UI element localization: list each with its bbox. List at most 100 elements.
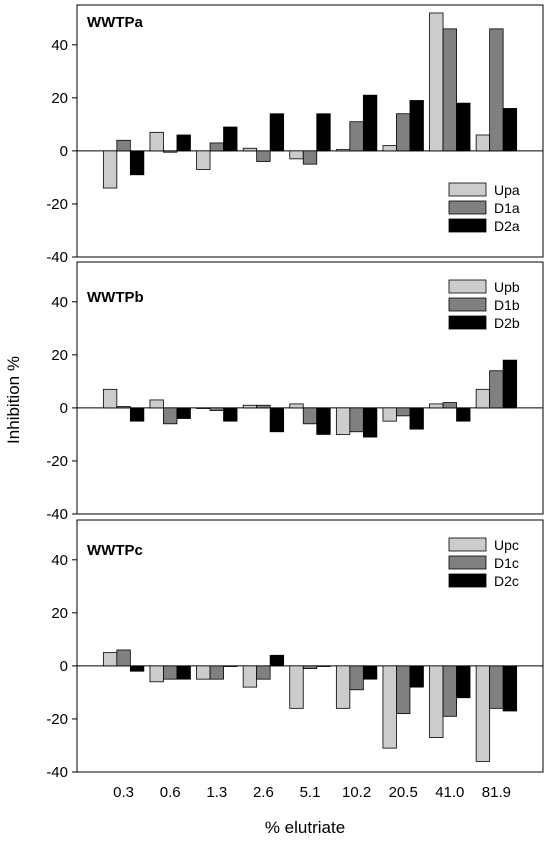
x-tick-label: 81.9 bbox=[482, 784, 511, 801]
legend-swatch-d2c bbox=[448, 573, 487, 588]
bar-d1c-2.6 bbox=[256, 665, 271, 680]
y-tick-label: 0 bbox=[60, 658, 68, 675]
bar-upc-10.2 bbox=[335, 665, 351, 709]
y-tick-label: -40 bbox=[46, 506, 68, 523]
bar-d2b-0.3 bbox=[129, 407, 145, 422]
x-tick-label: 5.1 bbox=[300, 784, 321, 801]
panel-title: WWTPb bbox=[87, 289, 144, 306]
bar-d2c-2.6 bbox=[269, 654, 285, 667]
legend-label-d1a: D1a bbox=[494, 200, 520, 216]
bar-d2c-1.3 bbox=[223, 665, 238, 667]
bar-upb-0.6 bbox=[149, 399, 164, 409]
bar-d2a-0.6 bbox=[176, 134, 191, 152]
bar-d1a-81.9 bbox=[489, 28, 504, 152]
legend-label-d1b: D1b bbox=[494, 297, 520, 313]
bar-d1b-81.9 bbox=[489, 370, 504, 409]
x-tick-label: 0.6 bbox=[160, 784, 181, 801]
bar-upc-81.9 bbox=[475, 665, 491, 762]
panels: -40 -20 0 20 40 WWTPa Upa D1a D2a -40 -20 0 20 40 WWTP… bbox=[46, 4, 544, 801]
bar-d2b-20.5 bbox=[409, 407, 424, 430]
legend-label-d1c: D1c bbox=[494, 555, 519, 571]
bar-d1b-20.5 bbox=[396, 407, 411, 417]
bar-upb-0.3 bbox=[102, 388, 118, 409]
panel-frame bbox=[76, 261, 544, 515]
bar-d2c-5.1 bbox=[316, 665, 331, 667]
bar-d2c-41.0 bbox=[456, 665, 471, 699]
bar-d1a-41.0 bbox=[442, 28, 457, 152]
legend-label-upc: Upc bbox=[494, 537, 519, 553]
bar-upc-1.3 bbox=[196, 665, 211, 680]
bar-upc-0.3 bbox=[102, 652, 118, 667]
bar-upa-0.3 bbox=[102, 150, 118, 189]
bar-d1a-20.5 bbox=[396, 113, 411, 152]
bar-upa-41.0 bbox=[429, 12, 444, 152]
bar-d2b-0.6 bbox=[176, 407, 191, 419]
bar-upa-0.6 bbox=[149, 131, 164, 152]
bar-upa-2.6 bbox=[242, 147, 258, 152]
legend-swatch-d1c bbox=[448, 555, 487, 570]
y-tick-label: 40 bbox=[51, 552, 68, 569]
x-tick-label: 1.3 bbox=[206, 784, 227, 801]
panel-wwtpa: -40 -20 0 20 40 WWTPa Upa D1a D2a bbox=[46, 4, 544, 266]
bar-d2a-20.5 bbox=[409, 100, 424, 152]
bar-d2b-5.1 bbox=[316, 407, 331, 435]
y-axis-title: Inhibition % bbox=[4, 356, 23, 444]
bar-upa-5.1 bbox=[289, 150, 304, 160]
y-tick-label: -40 bbox=[46, 249, 68, 266]
bar-upb-81.9 bbox=[475, 388, 491, 409]
bar-d1b-1.3 bbox=[209, 407, 224, 411]
bar-d2b-81.9 bbox=[502, 359, 518, 409]
legend-label-upb: Upb bbox=[494, 279, 520, 295]
bar-d1c-10.2 bbox=[349, 665, 364, 691]
bar-upb-2.6 bbox=[242, 404, 258, 409]
bar-d1c-0.6 bbox=[163, 665, 178, 680]
bar-upb-1.3 bbox=[196, 407, 211, 409]
y-tick-label: 40 bbox=[51, 294, 68, 311]
bar-upb-10.2 bbox=[335, 407, 351, 435]
bar-d1c-1.3 bbox=[209, 665, 224, 680]
bar-d1b-0.3 bbox=[116, 406, 131, 409]
legend-swatch-d2a bbox=[448, 218, 487, 233]
y-tick-label: -20 bbox=[46, 196, 68, 213]
bar-upa-10.2 bbox=[335, 149, 351, 152]
panel-frame bbox=[76, 4, 544, 258]
bar-d2b-2.6 bbox=[269, 407, 285, 433]
bar-d2a-10.2 bbox=[362, 94, 378, 152]
bar-d2a-41.0 bbox=[456, 102, 471, 152]
bar-upb-20.5 bbox=[382, 407, 397, 422]
bar-d2a-81.9 bbox=[502, 108, 518, 152]
bar-d1c-41.0 bbox=[442, 665, 457, 717]
x-tick-label: 2.6 bbox=[253, 784, 274, 801]
bar-upa-1.3 bbox=[196, 150, 211, 170]
bar-d2c-10.2 bbox=[362, 665, 378, 680]
bar-d1a-0.3 bbox=[116, 139, 131, 152]
bar-d2c-0.6 bbox=[176, 665, 191, 680]
y-tick-label: -20 bbox=[46, 711, 68, 728]
panel-title: WWTPc bbox=[87, 542, 143, 559]
y-tick-label: 20 bbox=[51, 347, 68, 364]
x-axis-title: % elutriate bbox=[265, 818, 345, 837]
panel-frame bbox=[76, 519, 544, 773]
y-tick-label: -20 bbox=[46, 453, 68, 470]
bar-d1b-10.2 bbox=[349, 407, 364, 433]
bar-d1a-0.6 bbox=[163, 150, 178, 153]
bar-d1b-41.0 bbox=[442, 402, 457, 409]
x-tick-label: 20.5 bbox=[389, 784, 418, 801]
panel-wwtpc: -40 -20 0 20 40 WWTPc Upc D1c D2c 0.3 0.6 1.3 2.6 5.1… bbox=[46, 519, 544, 801]
legend-swatch-upb bbox=[448, 279, 487, 294]
bar-d1a-10.2 bbox=[349, 121, 364, 152]
bar-d2b-1.3 bbox=[223, 407, 238, 422]
bar-d2c-20.5 bbox=[409, 665, 424, 688]
y-tick-label: -40 bbox=[46, 764, 68, 781]
y-tick-label: 40 bbox=[51, 37, 68, 54]
bar-upb-41.0 bbox=[429, 403, 444, 409]
legend-label-d2a: D2a bbox=[494, 218, 520, 234]
bar-upc-20.5 bbox=[382, 665, 397, 749]
legend-swatch-d1b bbox=[448, 297, 487, 312]
bar-upc-41.0 bbox=[429, 665, 444, 738]
bar-d1a-5.1 bbox=[302, 150, 318, 165]
bar-d2c-0.3 bbox=[129, 665, 145, 672]
bar-upb-5.1 bbox=[289, 403, 304, 409]
bar-d2a-2.6 bbox=[269, 113, 285, 152]
